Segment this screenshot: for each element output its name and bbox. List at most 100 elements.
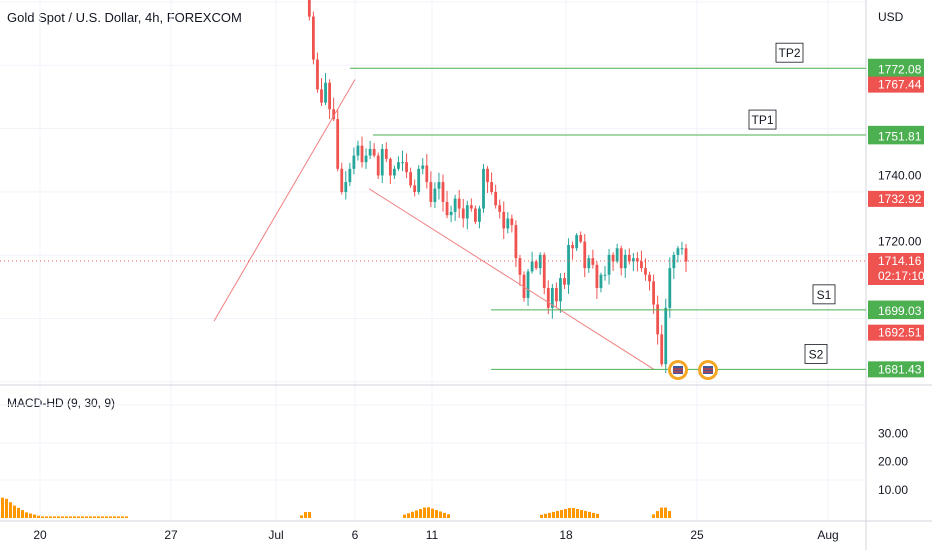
macd-bar (300, 515, 303, 518)
price-tag (868, 76, 924, 93)
price-tag (868, 361, 924, 378)
candle (599, 274, 603, 288)
macd-y-tick-label: 30.00 (878, 426, 908, 440)
macd-bar (435, 510, 438, 518)
macd-bar (431, 508, 434, 518)
price-tag-label: 1692.51 (878, 326, 922, 340)
macd-bar (540, 514, 543, 518)
candle (668, 268, 672, 308)
candle (348, 168, 352, 183)
macd-y-tick-label: 10.00 (878, 483, 908, 497)
candle (550, 288, 554, 308)
candle (465, 205, 469, 219)
candle (360, 145, 364, 163)
candle (482, 168, 485, 209)
macd-bar (580, 509, 583, 518)
candle (603, 274, 607, 276)
candle (372, 148, 376, 156)
candle (413, 185, 417, 192)
candle (644, 268, 647, 275)
candle (380, 148, 384, 176)
current-price-countdown: 02:17:10 (878, 269, 925, 283)
candle (486, 168, 489, 183)
x-tick-label: Aug (817, 528, 838, 542)
macd-bar (17, 507, 20, 518)
macd-bar (568, 508, 571, 518)
candle (328, 82, 331, 110)
macd-bar (564, 508, 567, 518)
candle (563, 278, 566, 285)
macd-bar (439, 511, 442, 518)
macd-bar (419, 508, 422, 518)
candle (316, 59, 319, 90)
macd-bar (89, 516, 92, 518)
candle (627, 254, 631, 262)
candle (502, 211, 506, 229)
candle (429, 182, 433, 202)
us-flag-icon (673, 366, 683, 374)
macd-bar (588, 511, 591, 518)
channel-upper-line[interactable] (213, 79, 356, 322)
macd-bar (93, 516, 96, 518)
macd-bar (61, 516, 64, 518)
candle (571, 244, 574, 249)
macd-y-tick-label: 20.00 (878, 455, 908, 469)
macd-bar (37, 515, 40, 518)
candle (312, 16, 315, 60)
candle (660, 334, 664, 365)
price-tag-label: 1772.08 (878, 62, 922, 76)
candle (320, 89, 323, 103)
candle (595, 264, 599, 288)
macd-bar (69, 516, 72, 518)
macd-bar (552, 511, 555, 518)
macd-bar (9, 502, 12, 518)
macd-bar (65, 516, 68, 518)
candle (567, 244, 570, 285)
candle (542, 254, 546, 288)
price-tag-label: 1699.03 (878, 304, 922, 318)
macd-bar (5, 498, 8, 518)
channel-lower-line[interactable] (368, 188, 655, 370)
candle (388, 158, 392, 176)
candle (453, 198, 457, 212)
candle (583, 241, 587, 269)
candle (546, 288, 550, 308)
candle (397, 162, 400, 169)
macd-bar (668, 511, 671, 518)
candle (445, 201, 449, 216)
candle (611, 254, 615, 262)
candle (425, 165, 429, 183)
macd-bar (125, 516, 128, 518)
macd-bar (97, 516, 100, 518)
price-tag-label: 1751.81 (878, 129, 922, 143)
candle (676, 248, 680, 255)
level-label-box[interactable] (775, 42, 804, 63)
level-label-s2: S2 (809, 347, 824, 361)
price-tag (868, 128, 924, 145)
level-label-box[interactable] (748, 109, 777, 130)
macd-bar (556, 510, 559, 518)
candle (615, 248, 619, 262)
x-tick-label: Jul (268, 528, 283, 542)
candle (656, 304, 660, 335)
candle (652, 281, 655, 305)
macd-bar (415, 510, 418, 518)
price-tag (868, 61, 924, 78)
macd-bar (411, 511, 414, 518)
macd-bar (660, 507, 663, 518)
candle (376, 155, 380, 176)
macd-bar (447, 514, 450, 518)
macd-bar (113, 516, 116, 518)
level-label-box[interactable] (804, 344, 828, 364)
candle (478, 208, 481, 222)
macd-bar (576, 508, 579, 518)
level-label-box[interactable] (812, 284, 836, 305)
macd-bar (29, 513, 32, 518)
macd-indicator-label[interactable]: MACD-HD (9, 30, 9) (7, 396, 116, 410)
macd-bar (423, 507, 426, 518)
candle (575, 235, 579, 249)
candle (636, 258, 639, 262)
candle (324, 82, 327, 103)
candle (356, 145, 360, 156)
